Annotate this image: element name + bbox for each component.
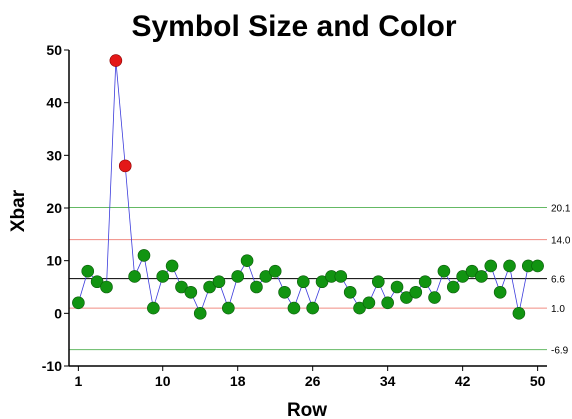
data-point (381, 296, 394, 310)
data-point (409, 285, 423, 299)
data-point (531, 259, 544, 273)
data-point (390, 280, 404, 294)
data-point (306, 301, 319, 315)
data-point (250, 280, 263, 294)
data-point (278, 285, 291, 299)
x-tick-label: 10 (155, 373, 171, 389)
reference-line-label: 6.6 (551, 275, 565, 286)
y-tick-label: -10 (42, 358, 62, 374)
data-point (184, 285, 198, 299)
reference-line-label: 14.0 (551, 236, 571, 247)
x-tick-label: 26 (305, 373, 321, 389)
data-point (240, 254, 254, 267)
chart-title: Symbol Size and Color (131, 10, 456, 43)
x-tick-label: 18 (230, 373, 246, 389)
data-point (446, 280, 460, 294)
data-point (428, 291, 441, 304)
reference-line-label: -6.9 (551, 346, 569, 357)
data-point (475, 270, 488, 283)
data-point (512, 307, 526, 320)
data-point (137, 249, 151, 262)
reference-line-label: 20.1 (551, 203, 571, 214)
data-point (334, 270, 348, 283)
axes: -10 0 10 20 30 40 50 1 10 18 26 34 42 50 (42, 42, 547, 389)
data-point (128, 270, 141, 283)
data-point (484, 259, 498, 273)
data-point (212, 275, 226, 289)
data-point (193, 307, 207, 320)
x-tick-label: 34 (380, 373, 396, 389)
data-points (72, 54, 544, 320)
y-tick-label: 30 (46, 147, 62, 163)
data-point (156, 270, 170, 283)
reference-line-label: 1.0 (551, 304, 565, 315)
y-tick-label: 50 (46, 42, 62, 58)
x-tick-label: 1 (74, 373, 82, 389)
data-point (72, 296, 85, 310)
outlier-point (109, 54, 123, 67)
data-point (222, 301, 235, 315)
y-tick-label: 40 (46, 95, 62, 111)
data-point (437, 264, 451, 278)
data-point (165, 259, 179, 273)
data-point (371, 275, 385, 289)
data-point (362, 296, 376, 310)
outlier-point (118, 159, 132, 173)
reference-labels: 20.1 14.0 6.6 1.0 -6.9 (551, 203, 571, 356)
x-tick-label: 42 (455, 373, 471, 389)
data-point (297, 275, 310, 289)
data-point (147, 301, 160, 315)
y-tick-label: 10 (46, 253, 62, 269)
y-tick-label: 20 (46, 200, 62, 216)
y-axis-title: Xbar (8, 189, 29, 232)
y-tick-label: 0 (54, 305, 62, 321)
data-point (231, 270, 245, 283)
data-point (493, 285, 507, 299)
data-point (418, 275, 432, 289)
data-point (503, 259, 516, 273)
data-point (268, 264, 282, 278)
x-tick-label: 50 (530, 373, 546, 389)
data-point (81, 264, 95, 278)
data-point (100, 280, 113, 294)
x-axis-title: Row (287, 400, 327, 419)
data-point (343, 285, 357, 299)
data-point (287, 301, 301, 315)
